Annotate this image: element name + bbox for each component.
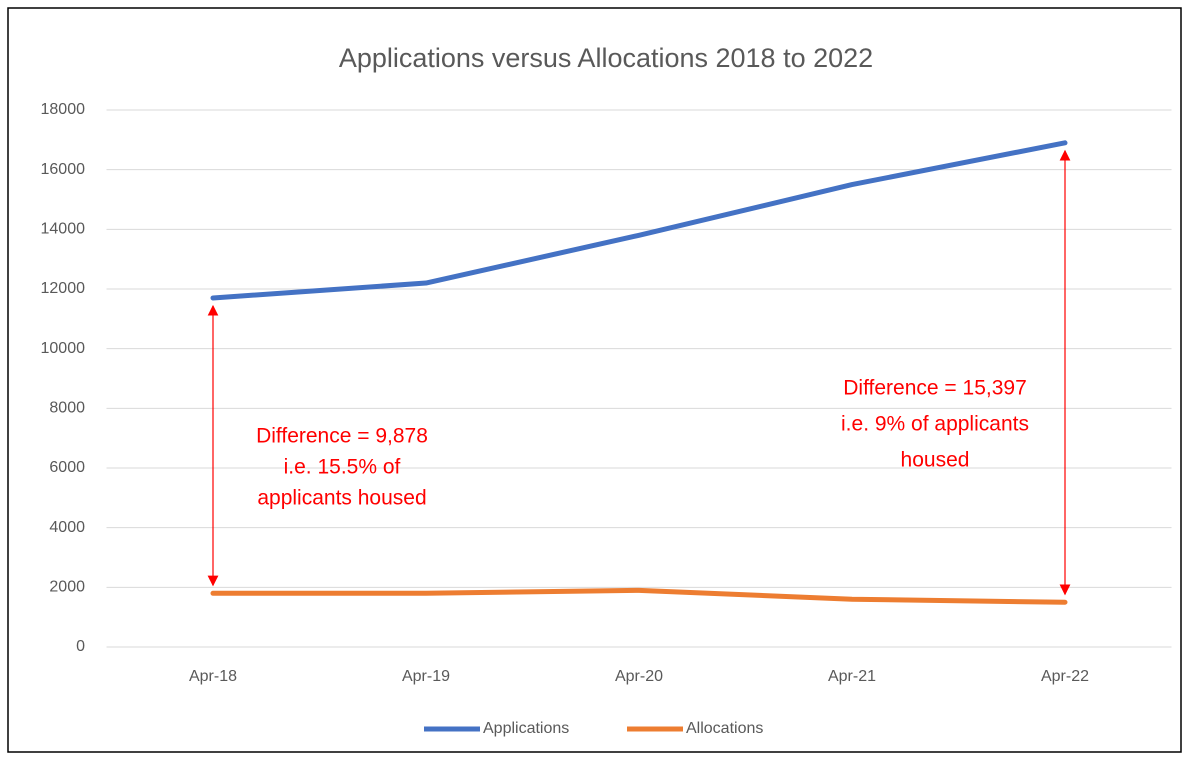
y-tick-label: 4000 <box>49 519 85 536</box>
annotation: i.e. 9% of applicants <box>841 413 1029 436</box>
annotation: applicants housed <box>257 487 426 510</box>
y-tick-label: 12000 <box>41 280 86 297</box>
annotation: Difference = 15,397 <box>843 377 1027 400</box>
y-tick-label: 6000 <box>49 459 85 476</box>
y-tick-label: 0 <box>76 638 85 655</box>
legend-label: Allocations <box>686 720 763 737</box>
y-tick-label: 14000 <box>41 221 86 238</box>
y-tick-label: 8000 <box>49 400 85 417</box>
x-tick-label: Apr-19 <box>402 668 450 685</box>
y-tick-label: 10000 <box>41 340 86 357</box>
y-tick-label: 16000 <box>41 161 86 178</box>
y-tick-label: 18000 <box>41 101 86 118</box>
annotation: i.e. 15.5% of <box>284 456 401 479</box>
data-line <box>210 587 1068 605</box>
data-line <box>210 140 1068 301</box>
annotation: housed <box>901 449 970 472</box>
x-tick-label: Apr-22 <box>1041 668 1089 685</box>
x-tick-label: Apr-18 <box>189 668 237 685</box>
legend-label: Applications <box>483 720 569 737</box>
chart-frame <box>7 7 1182 753</box>
x-tick-label: Apr-20 <box>615 668 663 685</box>
y-tick-label: 2000 <box>49 579 85 596</box>
chart-title: Applications versus Allocations 2018 to … <box>339 43 873 73</box>
annotation: Difference = 9,878 <box>256 425 428 448</box>
x-tick-label: Apr-21 <box>828 668 876 685</box>
